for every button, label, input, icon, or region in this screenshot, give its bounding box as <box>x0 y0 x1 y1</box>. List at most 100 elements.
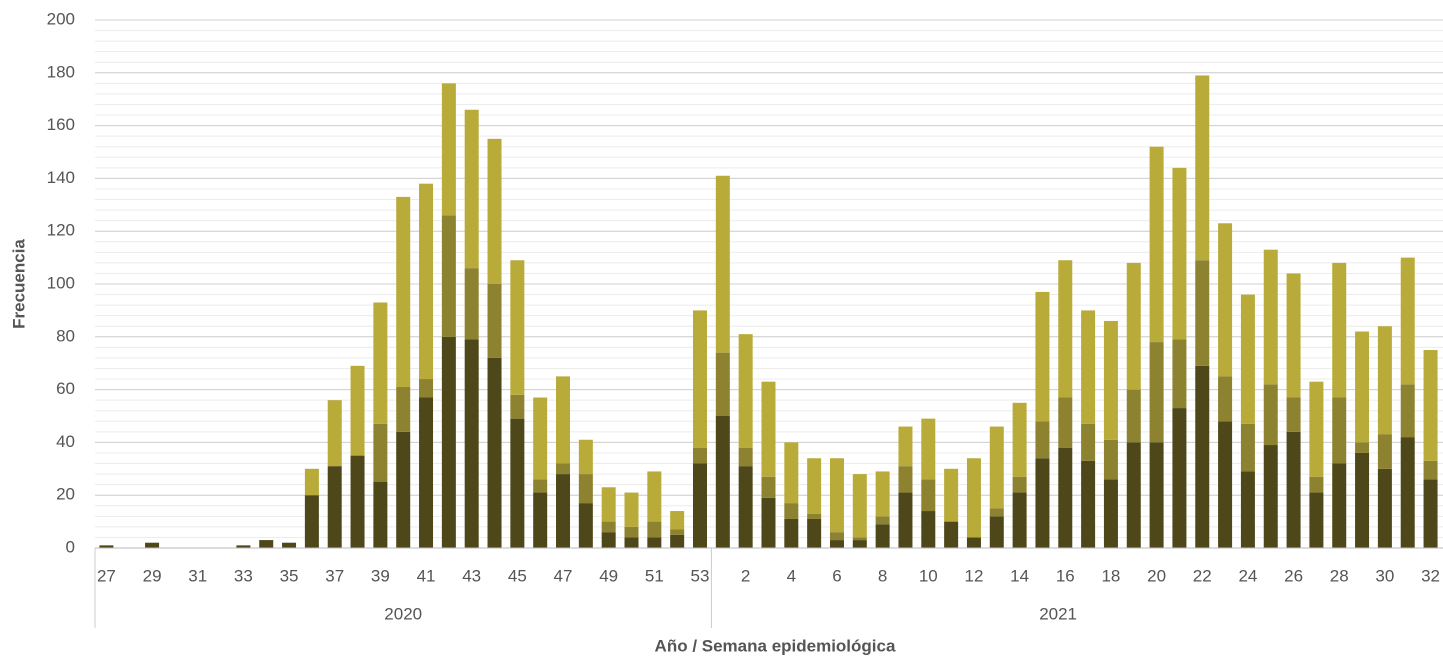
bar-segment <box>373 302 388 424</box>
bar-segment <box>829 532 844 541</box>
x-tick-label: 6 <box>832 566 841 585</box>
bar-segment <box>1423 350 1438 461</box>
bar-segment <box>807 513 822 519</box>
bar-segment <box>556 474 571 548</box>
bar-segment <box>852 537 867 541</box>
bar-segment <box>1195 75 1210 261</box>
x-tick-label: 26 <box>1284 566 1303 585</box>
bar-segment <box>1309 476 1324 493</box>
x-tick-label: 14 <box>1010 566 1029 585</box>
bar-segment <box>1172 167 1187 340</box>
bar-segment <box>1240 423 1255 472</box>
bar-segment <box>1286 431 1301 548</box>
bar-segment <box>1103 320 1118 440</box>
bar-segment <box>1218 223 1233 377</box>
bar-segment <box>578 503 593 548</box>
bar-segment <box>670 511 685 530</box>
bar-segment <box>1377 468 1392 548</box>
bar-segment <box>1195 260 1210 366</box>
x-tick-label: 29 <box>143 566 162 585</box>
x-tick-label: 33 <box>234 566 253 585</box>
bar-segment <box>487 357 502 548</box>
bar-segment <box>989 426 1004 509</box>
y-tick-label: 80 <box>56 326 75 345</box>
bar-segment <box>1218 376 1233 422</box>
y-tick-label: 140 <box>47 168 75 187</box>
bar-segment <box>419 183 434 380</box>
bar-segment <box>715 416 730 548</box>
y-axis-title: Frecuencia <box>9 239 28 329</box>
bar-segment <box>715 175 730 353</box>
bar-segment <box>304 468 319 496</box>
bar-segment <box>1058 397 1073 448</box>
bar-segment <box>738 466 753 548</box>
bar-segment <box>510 394 525 419</box>
bar-segment <box>989 508 1004 517</box>
bar-segment <box>624 492 639 527</box>
bar-segment <box>1286 397 1301 432</box>
bar-segment <box>1332 397 1347 464</box>
bar-segment <box>1058 447 1073 548</box>
bar-segment <box>692 310 707 448</box>
bar-segment <box>464 268 479 340</box>
bar-segment <box>1423 460 1438 480</box>
bar-segment <box>1012 492 1027 548</box>
bar-segment <box>921 418 936 480</box>
x-tick-label: 41 <box>417 566 436 585</box>
bar-segment <box>1263 249 1278 385</box>
bar-segment <box>647 537 662 548</box>
bar-segment <box>1149 146 1164 343</box>
bar-segment <box>487 138 502 284</box>
x-tick-label: 53 <box>691 566 710 585</box>
bar-segment <box>441 83 456 216</box>
x-tick-label: 37 <box>325 566 344 585</box>
bar-segment <box>578 474 593 504</box>
bar-segment <box>738 334 753 448</box>
bar-segment <box>1332 463 1347 548</box>
bar-segment <box>852 474 867 538</box>
bar-segment <box>1058 260 1073 398</box>
bar-segment <box>1172 408 1187 548</box>
y-tick-label: 200 <box>47 9 75 28</box>
bar-segment <box>1149 442 1164 548</box>
bar-segment <box>1035 458 1050 548</box>
bar-segment <box>1012 402 1027 477</box>
x-tick-label: 51 <box>645 566 664 585</box>
y-tick-label: 40 <box>56 432 75 451</box>
bar-segment <box>350 455 365 548</box>
bar-segment <box>921 511 936 548</box>
bar-segment <box>647 471 662 522</box>
bar-segment <box>692 447 707 464</box>
bar-segment <box>601 521 616 533</box>
bar-segment <box>944 468 959 522</box>
bar-segment <box>1400 437 1415 548</box>
y-tick-label: 0 <box>66 537 75 556</box>
bar-segment <box>1309 381 1324 477</box>
bar-segment <box>624 526 639 538</box>
x-tick-label: 39 <box>371 566 390 585</box>
bar-segment <box>852 540 867 548</box>
bar-segment <box>761 497 776 548</box>
bar-segment <box>875 471 890 517</box>
bar-segment <box>464 109 479 269</box>
bar-segment <box>419 397 434 548</box>
bar-segment <box>944 521 959 548</box>
bar-segment <box>1172 339 1187 409</box>
bar-segment <box>327 400 342 467</box>
bar-segment <box>236 545 251 548</box>
bar-segment <box>875 516 890 525</box>
bar-segment <box>898 426 913 467</box>
bar-segment <box>1126 389 1141 443</box>
bar-segment <box>807 458 822 514</box>
bar-segment <box>1240 471 1255 548</box>
bar-segment <box>1103 479 1118 548</box>
bar-segment <box>647 521 662 538</box>
x-tick-label: 12 <box>964 566 983 585</box>
bar-segment <box>784 518 799 548</box>
x-tick-label: 18 <box>1101 566 1120 585</box>
bar-segment <box>1012 476 1027 493</box>
bar-segment <box>556 463 571 475</box>
x-tick-label: 45 <box>508 566 527 585</box>
bar-segment <box>578 439 593 475</box>
bar-segment <box>1377 434 1392 469</box>
